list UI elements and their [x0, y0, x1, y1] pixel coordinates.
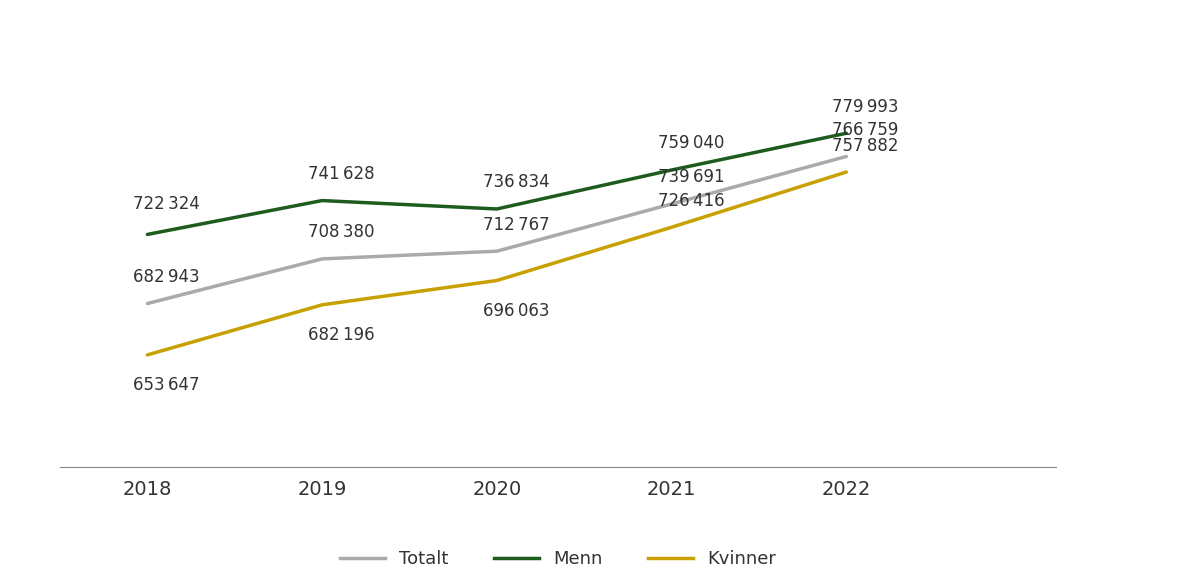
Text: 712 767: 712 767	[482, 216, 550, 234]
Text: 779 993: 779 993	[833, 98, 899, 116]
Text: 722 324: 722 324	[133, 195, 200, 213]
Text: 741 628: 741 628	[308, 165, 374, 183]
Text: 739 691: 739 691	[658, 168, 725, 187]
Text: 708 380: 708 380	[308, 224, 374, 241]
Text: 766 759: 766 759	[833, 121, 899, 139]
Text: 726 416: 726 416	[658, 192, 725, 210]
Legend: Totalt, Menn, Kvinner: Totalt, Menn, Kvinner	[332, 543, 784, 569]
Text: 653 647: 653 647	[133, 376, 200, 394]
Text: 696 063: 696 063	[482, 302, 550, 320]
Text: 682 196: 682 196	[308, 326, 374, 344]
Text: 682 943: 682 943	[133, 268, 200, 286]
Text: 757 882: 757 882	[833, 137, 899, 155]
Text: 736 834: 736 834	[482, 174, 550, 191]
Text: 759 040: 759 040	[658, 134, 724, 152]
